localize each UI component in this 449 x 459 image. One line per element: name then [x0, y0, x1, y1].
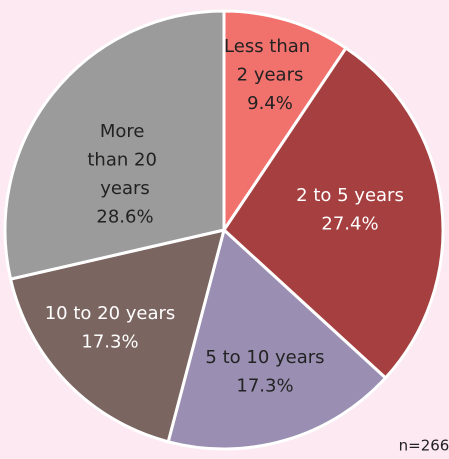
value-label: 28.6% [96, 207, 153, 228]
slice-label: 5 to 10 years [205, 347, 324, 368]
pie-slice [222, 46, 445, 381]
slice-label: More than 20 years [87, 121, 162, 199]
pie-slice [222, 9, 349, 235]
sample-size: n=266 [399, 437, 449, 455]
slice-label: Less than 2 years [224, 36, 316, 86]
pie-slice [166, 227, 388, 451]
value-label: 9.4% [247, 93, 293, 114]
value-label: 27.4% [321, 214, 378, 235]
pie-slice [3, 9, 226, 281]
slice-label: 2 to 5 years [296, 185, 404, 206]
pie-slice [8, 227, 227, 444]
slice-label: 10 to 20 years [45, 303, 176, 324]
value-label: 17.3% [81, 332, 138, 353]
value-label: 17.3% [236, 376, 293, 397]
